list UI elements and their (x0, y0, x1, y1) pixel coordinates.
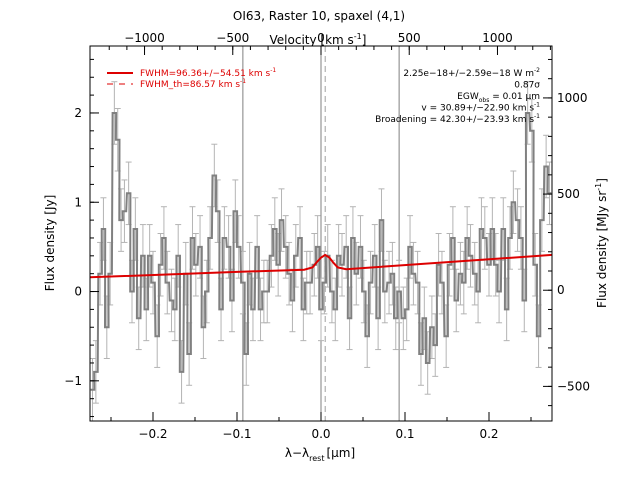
top-tick-label: 500 (398, 31, 421, 45)
top-tick-label: 1000 (482, 31, 513, 45)
x-tick-label: 0.2 (479, 427, 498, 441)
annotation: 0.87σ (514, 81, 540, 91)
y-right-tick-label: −500 (557, 379, 590, 393)
x-axis-label: λ−λrest [μm] (285, 446, 355, 463)
plot-area: −0.2 −0.1 0.0 0.1 0.2 −1 0 1 2 −500 0 500 1000 −1000 −… (64, 31, 590, 441)
top-tick-label: 0 (317, 31, 325, 45)
top-tick-label: −500 (216, 31, 249, 45)
y-tick-label: 0 (74, 285, 82, 299)
annotation: 2.25e−18+/−2.59e−18 W m-2 (403, 67, 540, 79)
y-tick-label: 2 (74, 106, 82, 120)
y-tick-label: −1 (64, 374, 82, 388)
y-right-tick-label: 500 (557, 187, 580, 201)
data-step-line (90, 112, 552, 391)
top-axis-label: Velocity [km s-1] (270, 32, 367, 47)
annotation: v = 30.89+/−22.90 km s-1 (421, 102, 540, 114)
y-right-tick-label: 1000 (557, 91, 588, 105)
fit-line (89, 253, 553, 279)
y-tick-label: 1 (74, 195, 82, 209)
x-tick-label: −0.1 (222, 427, 251, 441)
y-right-tick-label: 0 (557, 283, 565, 297)
y-axis-label-right: Flux density [MJy sr-1] (594, 178, 609, 308)
chart-title: OI63, Raster 10, spaxel (4,1) (233, 9, 405, 23)
x-tick-label: −0.2 (138, 427, 167, 441)
top-tick-label: −1000 (124, 31, 165, 45)
y-axis-label-left: Flux density [Jy] (43, 195, 57, 292)
annotation: EGWobs = 0.01 μm (457, 92, 540, 104)
annotation: Broadening = 42.30+/−23.93 km s-1 (375, 113, 540, 125)
legend-label: FWHM_th=86.57 km s-1 (140, 78, 246, 90)
legend-label: FWHM=96.36+/−54.51 km s-1 (140, 67, 276, 79)
x-tick-label: 0.1 (395, 427, 414, 441)
x-tick-label: 0.0 (311, 427, 330, 441)
